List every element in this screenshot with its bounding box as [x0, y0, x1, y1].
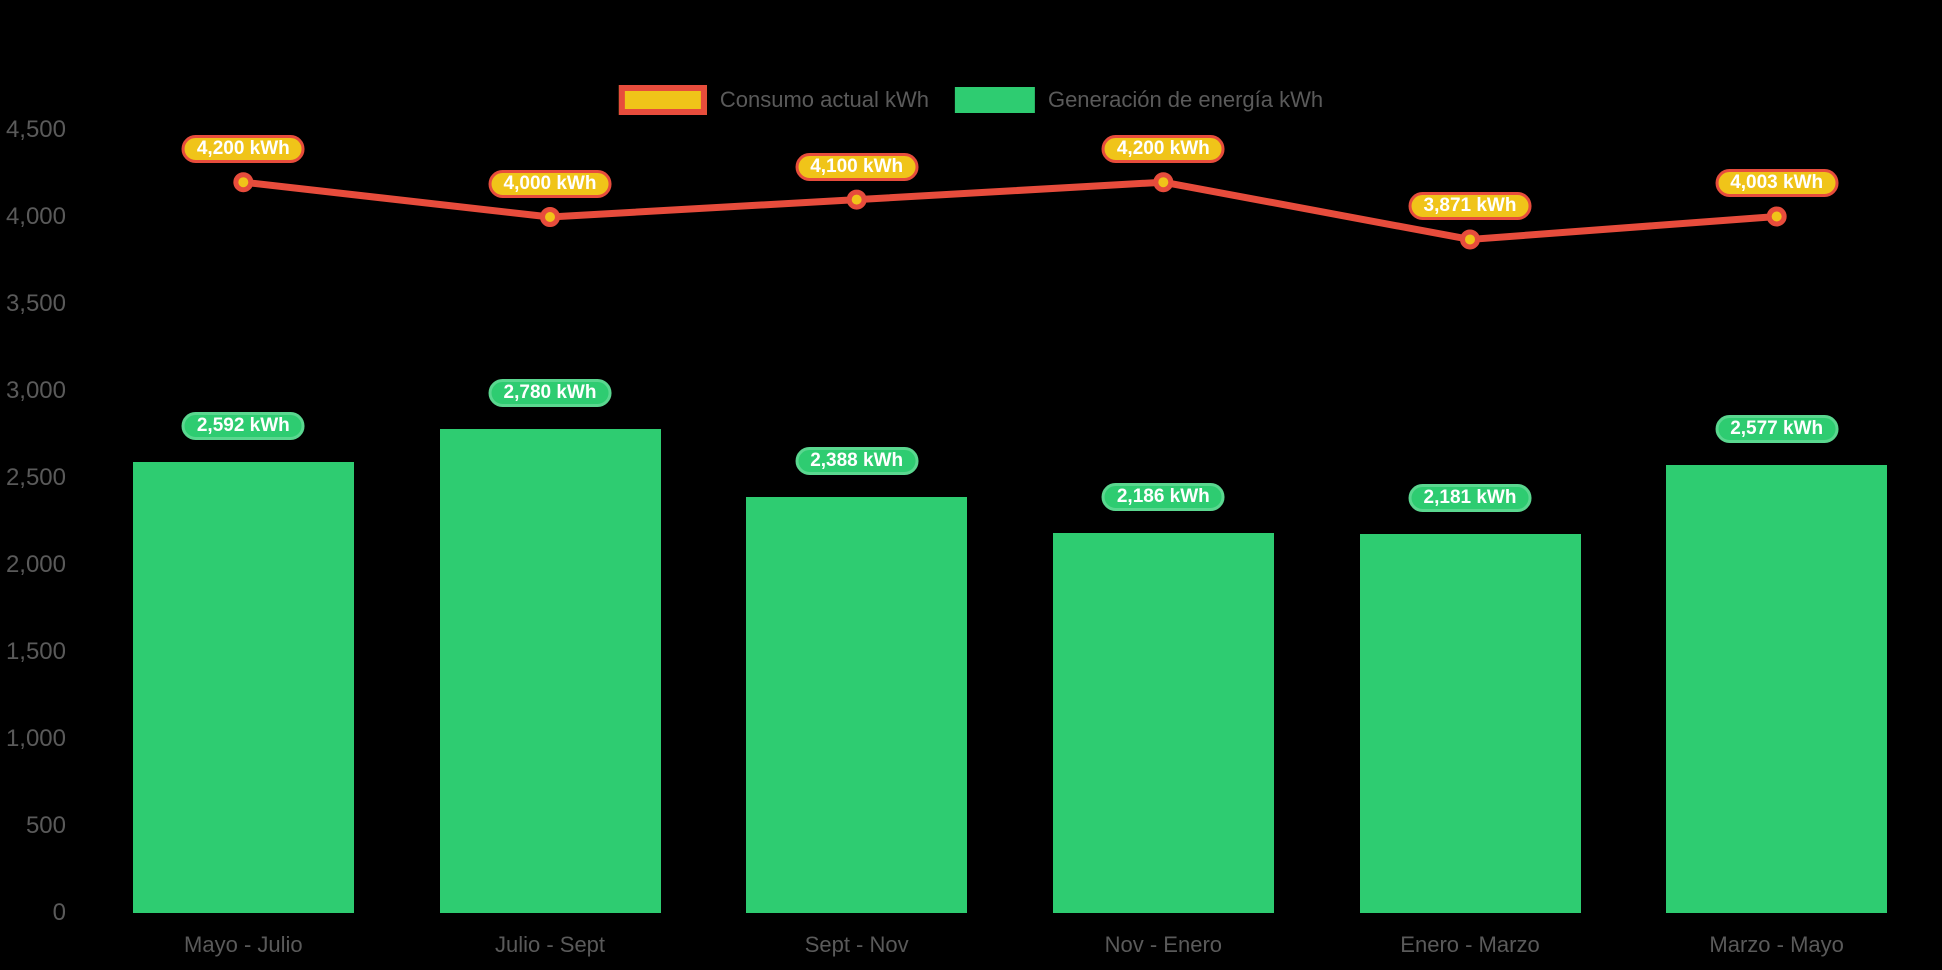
generacion-value-badge: 2,592 kWh — [181, 411, 305, 440]
generacion-bar — [439, 429, 661, 913]
legend-item-generacion[interactable]: Generación de energía kWh — [954, 87, 1324, 113]
consumo-line — [239, 178, 1781, 243]
y-axis-tick-label: 3,500 — [5, 290, 66, 317]
y-axis-tick-label: 4,000 — [5, 203, 66, 230]
y-axis-tick-label: 1,000 — [5, 725, 66, 752]
line-point-marker — [1153, 172, 1174, 193]
x-axis-category-label: Marzo - Mayo — [1709, 932, 1844, 957]
consumo-value-badge: 4,200 kWh — [1101, 135, 1225, 164]
y-axis-tick-label: 2,000 — [5, 551, 66, 578]
generacion-bar — [132, 461, 354, 913]
x-axis-category-label: Julio - Sept — [494, 932, 606, 957]
generacion-value-badge: 2,181 kWh — [1408, 483, 1532, 512]
generacion-swatch-icon — [954, 87, 1035, 113]
consumo-value-badge: 4,003 kWh — [1715, 169, 1839, 198]
legend-label-consumo: Consumo actual kWh — [719, 87, 929, 112]
x-axis-category-label: Sept - Nov — [804, 932, 909, 957]
generacion-value-badge: 2,186 kWh — [1101, 482, 1225, 511]
y-axis-tick-label: 4,500 — [5, 116, 66, 143]
y-axis-tick-label: 2,500 — [5, 464, 66, 491]
legend: Consumo actual kWh Generación de energía… — [618, 84, 1324, 116]
x-axis-category-label: Mayo - Julio — [184, 932, 303, 957]
line-point-marker — [233, 172, 254, 193]
y-axis-tick-label: 3,000 — [5, 377, 66, 404]
generacion-value-badge: 2,780 kWh — [488, 379, 612, 408]
line-point-marker — [540, 207, 560, 227]
generacion-value-badge: 2,577 kWh — [1715, 414, 1839, 443]
x-axis-category-label: Nov - Enero — [1104, 932, 1223, 957]
generacion-bar — [1666, 464, 1888, 913]
y-axis-tick-label: 1,500 — [5, 638, 66, 665]
generacion-bar — [1359, 533, 1581, 913]
line-point-marker — [1460, 229, 1480, 250]
x-axis-category-label: Enero - Marzo — [1400, 932, 1540, 957]
consumo-value-badge: 3,871 kWh — [1408, 192, 1532, 221]
line-point-marker — [846, 189, 867, 210]
generacion-bar — [746, 497, 968, 913]
generacion-value-badge: 2,388 kWh — [795, 447, 919, 476]
y-axis-tick-label: 500 — [25, 812, 66, 839]
consumo-swatch-icon — [618, 85, 707, 115]
consumo-value-badge: 4,200 kWh — [181, 135, 305, 164]
line-point-marker — [1766, 206, 1787, 227]
generacion-bar — [1052, 532, 1274, 913]
consumo-value-badge: 4,000 kWh — [488, 170, 612, 198]
legend-item-consumo[interactable]: Consumo actual kWh — [618, 85, 929, 115]
consumo-value-badge: 4,100 kWh — [795, 152, 919, 181]
legend-label-generacion: Generación de energía kWh — [1047, 87, 1324, 112]
y-axis-tick-label: 0 — [52, 899, 66, 926]
